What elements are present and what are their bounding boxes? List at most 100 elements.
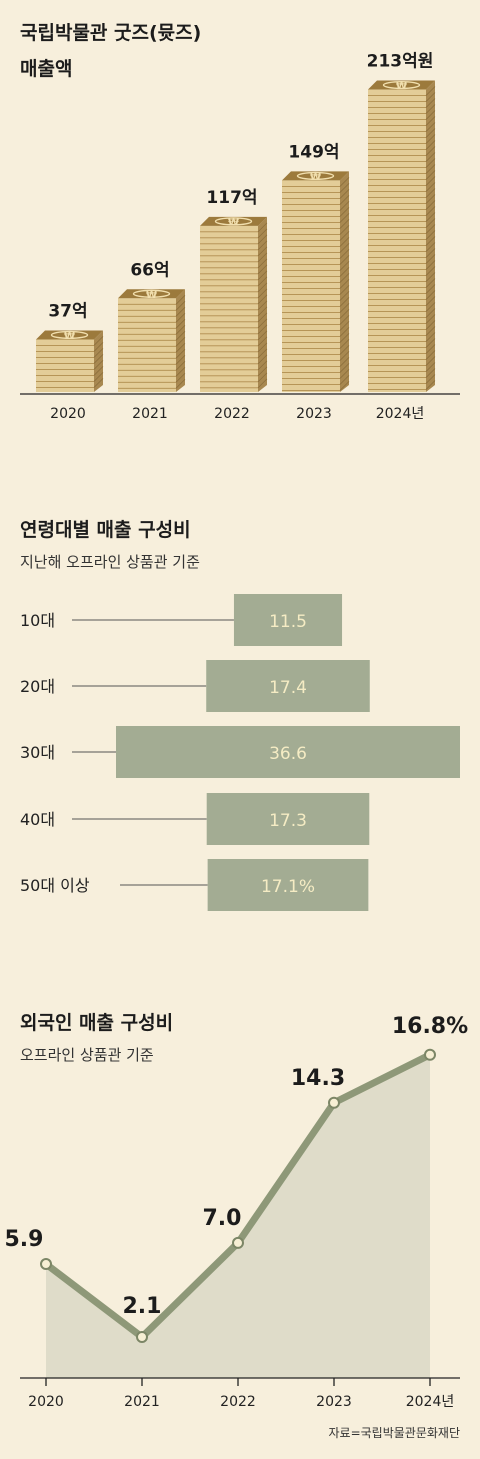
sales-bar-chart: ₩37억 2020 ₩66억 2021 ₩117억 2022 ₩149억 2023 ₩213억원… (20, 52, 460, 422)
bar-value-label: 149억 (288, 142, 339, 162)
x-tick-label: 2023 (296, 406, 332, 422)
data-value-label: 7.0 (203, 1206, 242, 1231)
age-bar-value: 17.1% (261, 877, 315, 897)
x-tick-label: 2021 (132, 406, 168, 422)
bar-value-label: 117억 (206, 188, 257, 208)
won-symbol-icon: ₩ (310, 172, 321, 183)
coin-side-stripe (93, 342, 104, 352)
coin-side-stripe (425, 368, 436, 378)
coin-side-stripe (257, 222, 268, 233)
coin-side-stripe (425, 200, 436, 210)
coin-side-stripe (425, 164, 436, 174)
coin-side-stripe (175, 348, 186, 359)
area-fill (46, 1054, 430, 1378)
coin-side-stripe (339, 255, 350, 265)
coin-side-stripe (425, 158, 436, 168)
coin-side-stripe (339, 231, 350, 241)
coin-side-stripe (425, 152, 436, 162)
coin-side-stripe (339, 333, 350, 343)
coin-side-stripe (175, 336, 186, 347)
won-symbol-icon: ₩ (146, 290, 157, 301)
coin-stack-face (368, 89, 426, 392)
coin-side-stripe (425, 254, 436, 264)
coin-side-stripe (175, 324, 186, 335)
coin-stack-side (94, 330, 103, 392)
coin-side-stripe (425, 218, 436, 228)
coin-stack-bar: ₩ (282, 171, 350, 392)
coin-side-stripe (425, 296, 436, 306)
coin-side-stripe (257, 294, 268, 305)
chart3-subtitle: 오프라인 상품관 기준 (20, 1046, 154, 1064)
coin-side-stripe (257, 348, 268, 359)
age-bar-value: 36.6 (269, 744, 307, 764)
chart1-title: 국립박물관 굿즈(뮷즈) (20, 22, 202, 44)
coin-side-stripe (425, 314, 436, 324)
coin-side-stripe (257, 360, 268, 371)
coin-side-stripe (257, 282, 268, 293)
data-point (40, 1258, 52, 1271)
coin-side-stripe (425, 260, 436, 270)
coin-side-stripe (425, 380, 436, 390)
coin-stack-top (118, 289, 185, 299)
coin-side-stripe (425, 284, 436, 294)
data-value-label: 16.8% (392, 1014, 468, 1039)
coin-side-stripe (339, 177, 350, 187)
chart2-title: 연령대별 매출 구성비 (20, 519, 191, 541)
coin-side-stripe (425, 206, 436, 216)
coin-side-stripe (257, 240, 268, 251)
data-point (232, 1236, 244, 1249)
coin-side-stripe (175, 330, 186, 341)
coin-side-stripe (425, 134, 436, 144)
won-coin-icon (382, 80, 421, 90)
coin-side-stripe (257, 330, 268, 341)
coin-side-stripe (339, 207, 350, 217)
coin-side-stripe (339, 315, 350, 325)
coin-side-stripe (257, 354, 268, 365)
coin-side-stripe (257, 270, 268, 281)
won-coin-icon (132, 289, 171, 298)
age-category-label: 40대 (20, 810, 55, 829)
coin-side-stripe (257, 324, 268, 335)
age-bar-value: 17.3 (269, 811, 307, 831)
x-tick-label: 2022 (220, 1394, 256, 1410)
coin-side-stripe (339, 381, 350, 391)
coin-side-stripe (339, 327, 350, 337)
x-tick-label: 2021 (124, 1394, 160, 1410)
coin-stack-face (200, 225, 258, 392)
coin-stack-face (118, 298, 176, 392)
coin-side-stripe (175, 378, 186, 389)
coin-side-stripe (425, 122, 436, 132)
won-coin-icon (296, 171, 335, 181)
won-symbol-icon: ₩ (396, 81, 407, 92)
coin-stack-top (36, 330, 103, 340)
coin-side-stripe (425, 320, 436, 330)
coin-side-stripe (425, 242, 436, 252)
coin-side-stripe (425, 308, 436, 318)
coin-side-stripe (175, 306, 186, 317)
coin-side-stripe (93, 354, 104, 364)
coin-side-stripe (339, 339, 350, 349)
coin-side-stripe (257, 342, 268, 353)
foreign-area-chart: 2020 2021 2022 2023 2024년 5.9 2.1 7.0 14.3 16.8% (5, 1014, 469, 1410)
coin-side-stripe (425, 344, 436, 354)
coin-side-stripe (339, 249, 350, 259)
coin-side-stripe (339, 201, 350, 211)
coin-side-stripe (175, 294, 186, 305)
coin-side-stripe (425, 104, 436, 114)
coin-side-stripe (257, 300, 268, 311)
coin-side-stripe (339, 261, 350, 271)
coin-side-stripe (339, 291, 350, 301)
coin-side-stripe (175, 366, 186, 377)
won-symbol-icon: ₩ (64, 331, 75, 342)
age-category-label: 50대 이상 (20, 876, 90, 895)
age-bar-chart: 10대 11.5 20대 17.4 30대 36.6 40대 17.3 50대 이상 17.1% (20, 594, 460, 911)
coin-side-stripe (339, 303, 350, 313)
coin-side-stripe (425, 128, 436, 138)
coin-side-stripe (425, 326, 436, 336)
coin-side-stripe (425, 230, 436, 240)
coin-stack-bar: ₩ (368, 80, 436, 392)
coin-side-stripe (339, 237, 350, 247)
coin-stack-top (368, 80, 435, 90)
coin-side-stripe (257, 378, 268, 389)
age-bar (207, 859, 369, 911)
